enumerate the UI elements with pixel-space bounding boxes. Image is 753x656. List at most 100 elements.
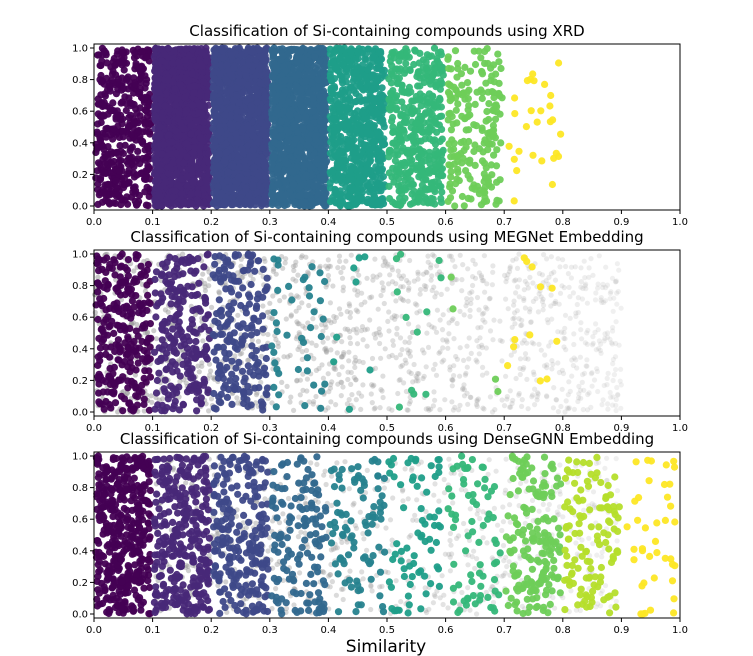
scatter-point [110, 125, 118, 133]
scatter-point [136, 104, 144, 112]
scatter-point [106, 200, 114, 208]
scatter-point [283, 160, 292, 168]
scatter-point [242, 184, 250, 192]
panel-xrd: Classification of Si-containing compound… [72, 22, 688, 228]
scatter-point [254, 157, 262, 165]
scatter-point [292, 135, 300, 143]
scatter-point [276, 125, 284, 133]
scatter-point [98, 44, 106, 52]
scatter-point [274, 180, 282, 188]
scatter-point [260, 158, 268, 166]
scatter-point [289, 167, 297, 176]
scatter-point [274, 165, 282, 173]
scatter-point [297, 47, 305, 55]
scatter-point [158, 114, 167, 122]
scatter-point [93, 167, 101, 175]
scatter-point [143, 183, 151, 191]
scatter-point [233, 114, 241, 122]
scatter-point [182, 140, 191, 148]
scatter-point [285, 110, 293, 118]
scatter-point [94, 120, 102, 128]
scatter-point [97, 78, 106, 86]
scatter-point [296, 95, 304, 103]
scatter-point [124, 200, 132, 208]
scatter-point [126, 147, 134, 155]
scatter-point [161, 102, 169, 110]
scatter-point [212, 61, 220, 69]
scatter-point [257, 79, 265, 87]
scatter-point [284, 139, 292, 147]
scatter-point [172, 170, 180, 178]
scatter-point [189, 178, 197, 186]
scatter-point [249, 181, 257, 189]
scatter-point [217, 126, 225, 134]
scatter-point [118, 74, 126, 82]
scatter-point [212, 111, 220, 119]
scatter-point [212, 187, 220, 196]
scatter-point [213, 104, 221, 113]
scatter-point [314, 76, 322, 84]
scatter-point [112, 177, 120, 185]
scatter-point [127, 130, 135, 139]
scatter-point [97, 174, 105, 182]
scatter-point [131, 197, 139, 205]
scatter-point [94, 100, 103, 108]
scatter-point [172, 149, 180, 157]
scatter-point [110, 157, 118, 166]
scatter-point [242, 72, 250, 80]
scatter-point [306, 123, 314, 131]
scatter-point [94, 51, 102, 59]
scatter-point [305, 89, 313, 97]
scatter-point [137, 78, 145, 86]
scatter-point [253, 98, 261, 106]
scatter-point [94, 95, 102, 103]
scatter-point [169, 67, 177, 76]
scatter-point [191, 144, 199, 152]
scatter-point [223, 61, 231, 69]
scatter-point [171, 187, 179, 195]
scatter-point [165, 131, 173, 139]
scatter-point [196, 199, 204, 207]
scatter-point [309, 199, 317, 208]
scatter-point [255, 46, 263, 54]
scatter-point [214, 171, 222, 179]
scatter-point [269, 89, 277, 97]
scatter-point [235, 173, 243, 182]
scatter-point [224, 168, 232, 176]
scatter-point [113, 107, 121, 115]
scatter-point [180, 198, 188, 206]
scatter-point [131, 49, 139, 57]
scatter-point [244, 121, 252, 130]
scatter-point [279, 52, 287, 60]
scatter-point [258, 200, 266, 208]
scatter-point [185, 52, 193, 60]
scatter-point [268, 48, 276, 56]
scatter-point [215, 79, 224, 87]
scatter-point [199, 78, 208, 86]
scatter-point [106, 87, 114, 95]
scatter-point [93, 143, 101, 151]
scatter-point [272, 96, 280, 104]
scatter-point [285, 98, 293, 106]
scatter-point [188, 166, 196, 174]
scatter-point [188, 70, 196, 78]
scatter-point [314, 155, 322, 163]
scatter-point [164, 44, 172, 53]
scatter-point [106, 131, 115, 139]
scatter-point [268, 190, 276, 198]
scatter-point [130, 100, 138, 109]
scatter-point [155, 189, 163, 197]
xrd-points [92, 44, 565, 210]
scatter-point [213, 85, 221, 93]
scatter-point [122, 59, 131, 67]
scatter-point [146, 175, 154, 183]
scatter-point [117, 99, 125, 107]
scatter-point [219, 54, 227, 62]
scatter-point [223, 177, 231, 185]
scatter-point [125, 113, 133, 122]
scatter-point [136, 85, 144, 93]
scatter-point [198, 49, 206, 57]
scatter-point [196, 134, 204, 142]
scatter-point [302, 77, 310, 85]
scatter-point [273, 106, 281, 114]
